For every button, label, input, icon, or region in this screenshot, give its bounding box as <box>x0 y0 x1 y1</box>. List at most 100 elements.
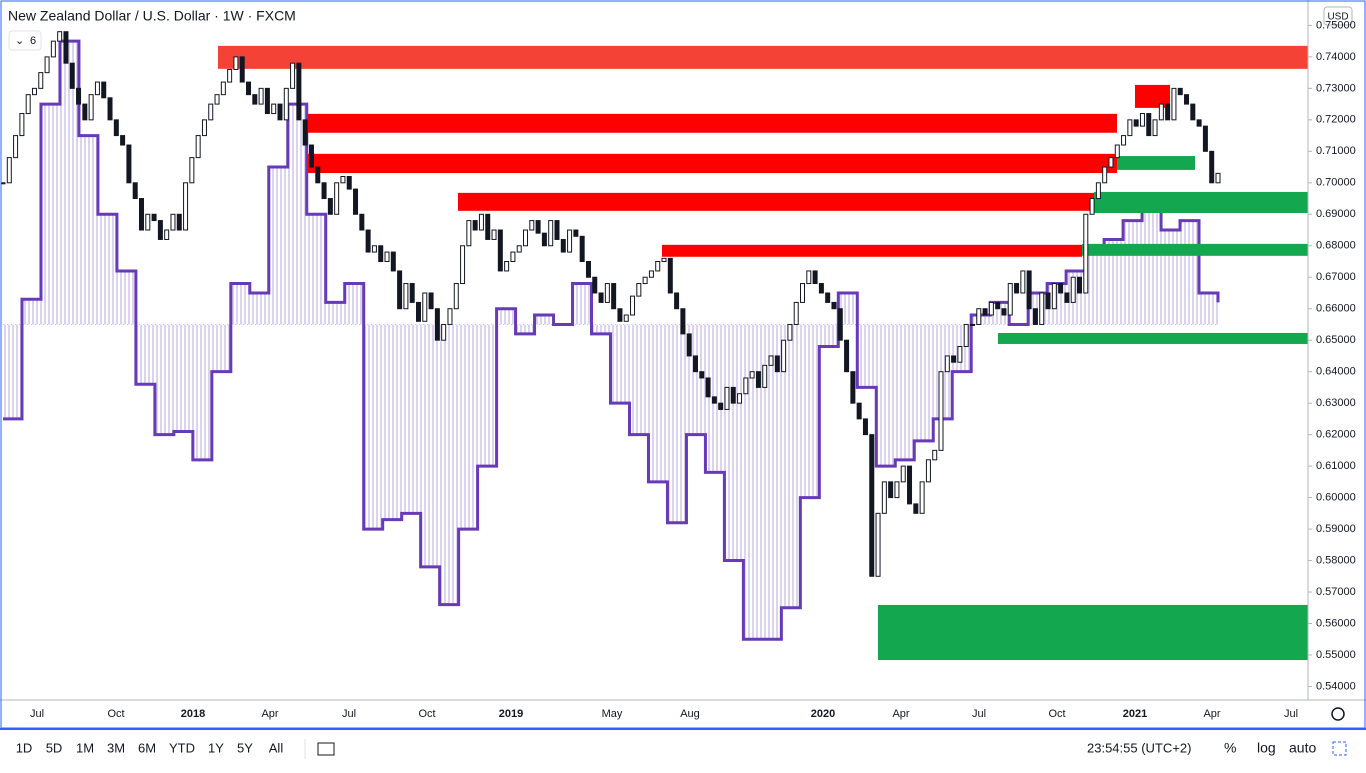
candle <box>283 87 289 121</box>
candle <box>850 371 856 404</box>
candle <box>1158 103 1164 121</box>
settings-icon[interactable] <box>1331 707 1345 721</box>
percent-toggle[interactable]: % <box>1224 740 1236 756</box>
candle <box>258 87 264 105</box>
x-tick-label: 2021 <box>1123 708 1147 720</box>
candle <box>315 166 321 184</box>
candle <box>384 251 390 262</box>
zone <box>1117 156 1195 170</box>
candle <box>623 314 629 322</box>
candle <box>31 87 37 96</box>
candle <box>516 245 522 253</box>
y-tick-label: 0.62000 <box>1316 429 1356 441</box>
candle <box>1026 270 1032 310</box>
candle <box>856 402 862 420</box>
range-button[interactable]: All <box>269 740 284 755</box>
candle <box>151 213 157 222</box>
candle <box>995 301 1001 310</box>
candle <box>378 245 384 262</box>
y-tick-label: 0.66000 <box>1316 303 1356 315</box>
zone <box>878 604 1308 661</box>
candle <box>57 31 63 42</box>
y-tick-label: 0.55000 <box>1316 649 1356 661</box>
candle <box>737 393 743 404</box>
x-tick-label: May <box>602 708 623 720</box>
candle <box>472 220 478 231</box>
candle <box>138 198 144 231</box>
candle <box>1014 283 1020 294</box>
candle <box>497 229 503 272</box>
candle <box>1121 135 1127 146</box>
range-button[interactable]: 6M <box>138 740 156 755</box>
candle <box>334 182 340 215</box>
candle <box>82 103 88 121</box>
candle <box>107 97 113 121</box>
candle <box>976 308 982 325</box>
candle <box>907 465 913 505</box>
bottom-toolbar: % log auto 23:54:55 (UTC+2) 1D 5D 1M 3M 6M YT… <box>16 739 1347 759</box>
candle <box>963 323 969 347</box>
y-tick-label: 0.64000 <box>1316 366 1356 378</box>
x-tick-label: Jul <box>30 708 44 720</box>
candle <box>1032 308 1038 325</box>
candle <box>327 198 333 215</box>
log-toggle[interactable]: log <box>1257 740 1276 756</box>
x-tick-label: Apr <box>261 708 278 720</box>
zone <box>1094 191 1308 214</box>
candle <box>1215 172 1221 184</box>
candle <box>1108 157 1114 168</box>
clock: 23:54:55 (UTC+2) <box>1087 740 1191 755</box>
zone <box>218 45 1308 69</box>
candle <box>894 481 900 499</box>
candle <box>674 292 680 310</box>
range-button[interactable]: 5Y <box>237 740 253 755</box>
candle <box>101 81 107 99</box>
zone <box>458 192 1094 211</box>
y-tick-label: 0.72000 <box>1316 114 1356 126</box>
candle <box>812 270 818 285</box>
candle <box>453 283 459 310</box>
range-button[interactable]: 1Y <box>208 740 224 755</box>
candle <box>428 292 434 310</box>
candle <box>1196 119 1202 127</box>
zone <box>308 113 1117 133</box>
candle <box>19 113 25 137</box>
candle <box>1165 103 1171 121</box>
candle <box>818 283 824 294</box>
compare-icon[interactable] <box>317 742 335 756</box>
currency-badge[interactable] <box>1323 6 1353 26</box>
candle <box>592 276 598 294</box>
range-button[interactable]: 1D <box>16 740 33 755</box>
indicators-toggle[interactable] <box>8 30 42 51</box>
candle <box>415 301 421 322</box>
candle <box>762 364 768 388</box>
range-button[interactable]: YTD <box>169 740 195 755</box>
candle <box>560 238 566 253</box>
candle <box>667 257 673 294</box>
candle <box>220 81 226 96</box>
candle <box>888 481 894 499</box>
auto-toggle[interactable]: auto <box>1289 740 1316 756</box>
candle <box>94 81 100 96</box>
candle <box>164 229 170 240</box>
candle <box>44 56 50 74</box>
candle <box>523 229 529 247</box>
candle <box>837 308 843 341</box>
x-tick-label: Jul <box>342 708 356 720</box>
range-button[interactable]: 1M <box>76 740 94 755</box>
range-button[interactable]: 5D <box>46 740 63 755</box>
candle <box>13 135 19 159</box>
y-tick-label: 0.67000 <box>1316 271 1356 283</box>
candle <box>1058 283 1064 294</box>
candle <box>76 87 82 105</box>
candle <box>403 283 409 310</box>
candle <box>466 220 472 247</box>
fullscreen-icon[interactable] <box>1332 741 1347 756</box>
y-tick-label: 0.69000 <box>1316 208 1356 220</box>
candle <box>711 396 717 404</box>
candle <box>510 251 516 262</box>
candle <box>875 512 881 577</box>
candle <box>50 40 56 58</box>
range-button[interactable]: 3M <box>107 740 125 755</box>
y-tick-label: 0.74000 <box>1316 51 1356 63</box>
